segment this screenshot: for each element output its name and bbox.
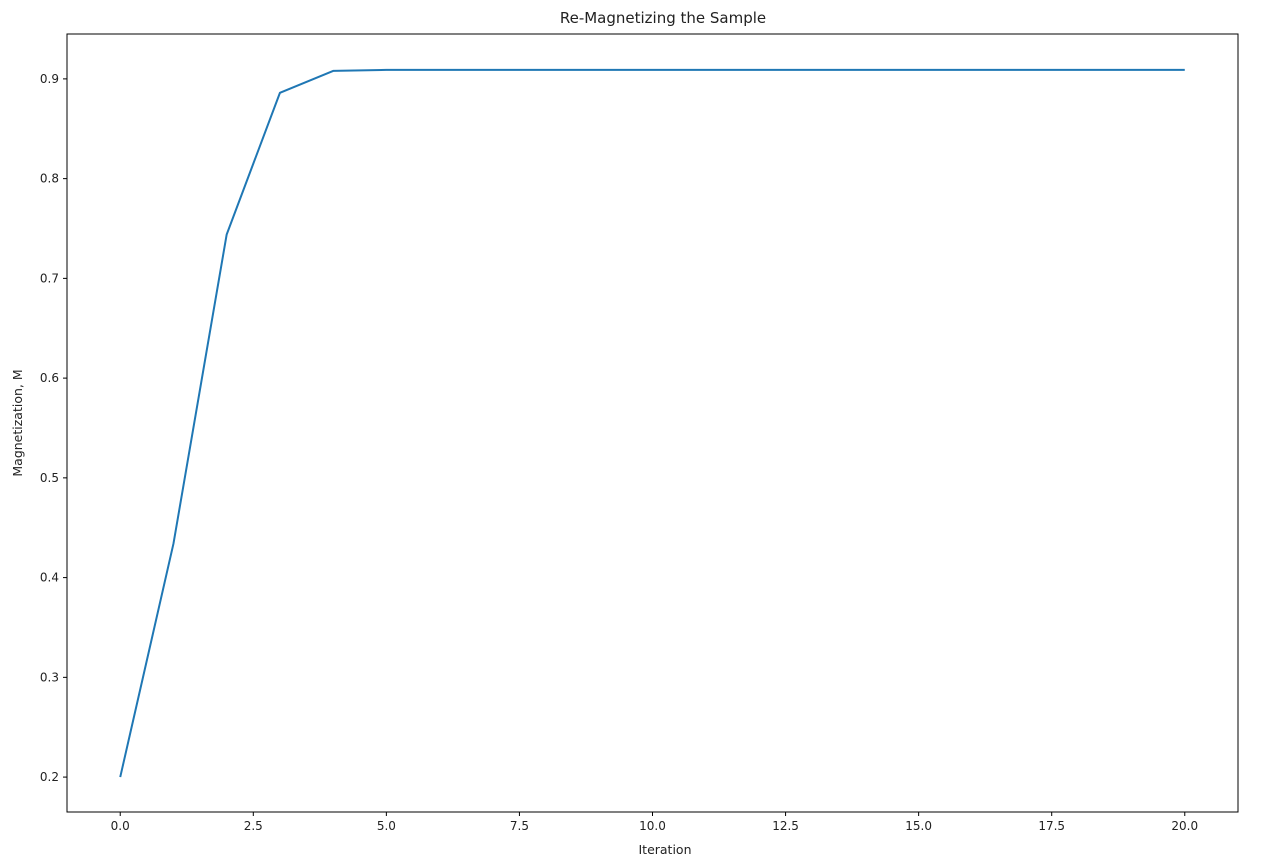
x-tick-label: 17.5	[1038, 819, 1065, 833]
y-tick-label: 0.3	[40, 670, 59, 684]
y-tick-label: 0.7	[40, 271, 59, 285]
data-point	[971, 69, 973, 71]
x-tick-label: 7.5	[510, 819, 529, 833]
chart-title: Re-Magnetizing the Sample	[560, 9, 766, 27]
data-point	[1184, 69, 1186, 71]
data-point	[492, 69, 494, 71]
x-tick-label: 15.0	[905, 819, 932, 833]
data-point	[1024, 69, 1026, 71]
y-axis-label: Magnetization, M	[10, 369, 25, 476]
data-point	[1131, 69, 1133, 71]
data-point	[119, 776, 121, 778]
y-tick-label: 0.5	[40, 471, 59, 485]
data-point	[758, 69, 760, 71]
y-tick-label: 0.4	[40, 571, 59, 585]
data-point	[386, 69, 388, 71]
data-point	[332, 70, 334, 72]
y-tick-label: 0.8	[40, 172, 59, 186]
data-point	[811, 69, 813, 71]
y-tick-label: 0.2	[40, 770, 59, 784]
data-point	[439, 69, 441, 71]
data-point	[226, 234, 228, 236]
data-point	[918, 69, 920, 71]
data-point	[705, 69, 707, 71]
data-point	[1078, 69, 1080, 71]
x-tick-label: 20.0	[1171, 819, 1198, 833]
data-point	[865, 69, 867, 71]
x-axis: 0.0 2.5 5.0 7.5 10.0 12.5 15.0 17.5 20.0	[111, 812, 1198, 833]
x-axis-label: Iteration	[638, 842, 691, 857]
x-tick-label: 2.5	[244, 819, 263, 833]
x-tick-label: 0.0	[111, 819, 130, 833]
x-tick-label: 12.5	[772, 819, 799, 833]
data-point	[279, 92, 281, 94]
series-line	[119, 68, 1185, 778]
data-point	[598, 69, 600, 71]
data-point	[652, 69, 654, 71]
axes-frame	[66, 33, 1239, 813]
series-layer	[119, 68, 1186, 778]
x-tick-label: 10.0	[639, 819, 666, 833]
data-point	[173, 543, 175, 545]
y-tick-label: 0.6	[40, 371, 59, 385]
y-tick-label: 0.9	[40, 72, 59, 86]
x-tick-label: 5.0	[377, 819, 396, 833]
y-axis: 0.2 0.3 0.4 0.5 0.6 0.7 0.8 0.9	[40, 72, 67, 784]
data-point	[545, 69, 547, 71]
